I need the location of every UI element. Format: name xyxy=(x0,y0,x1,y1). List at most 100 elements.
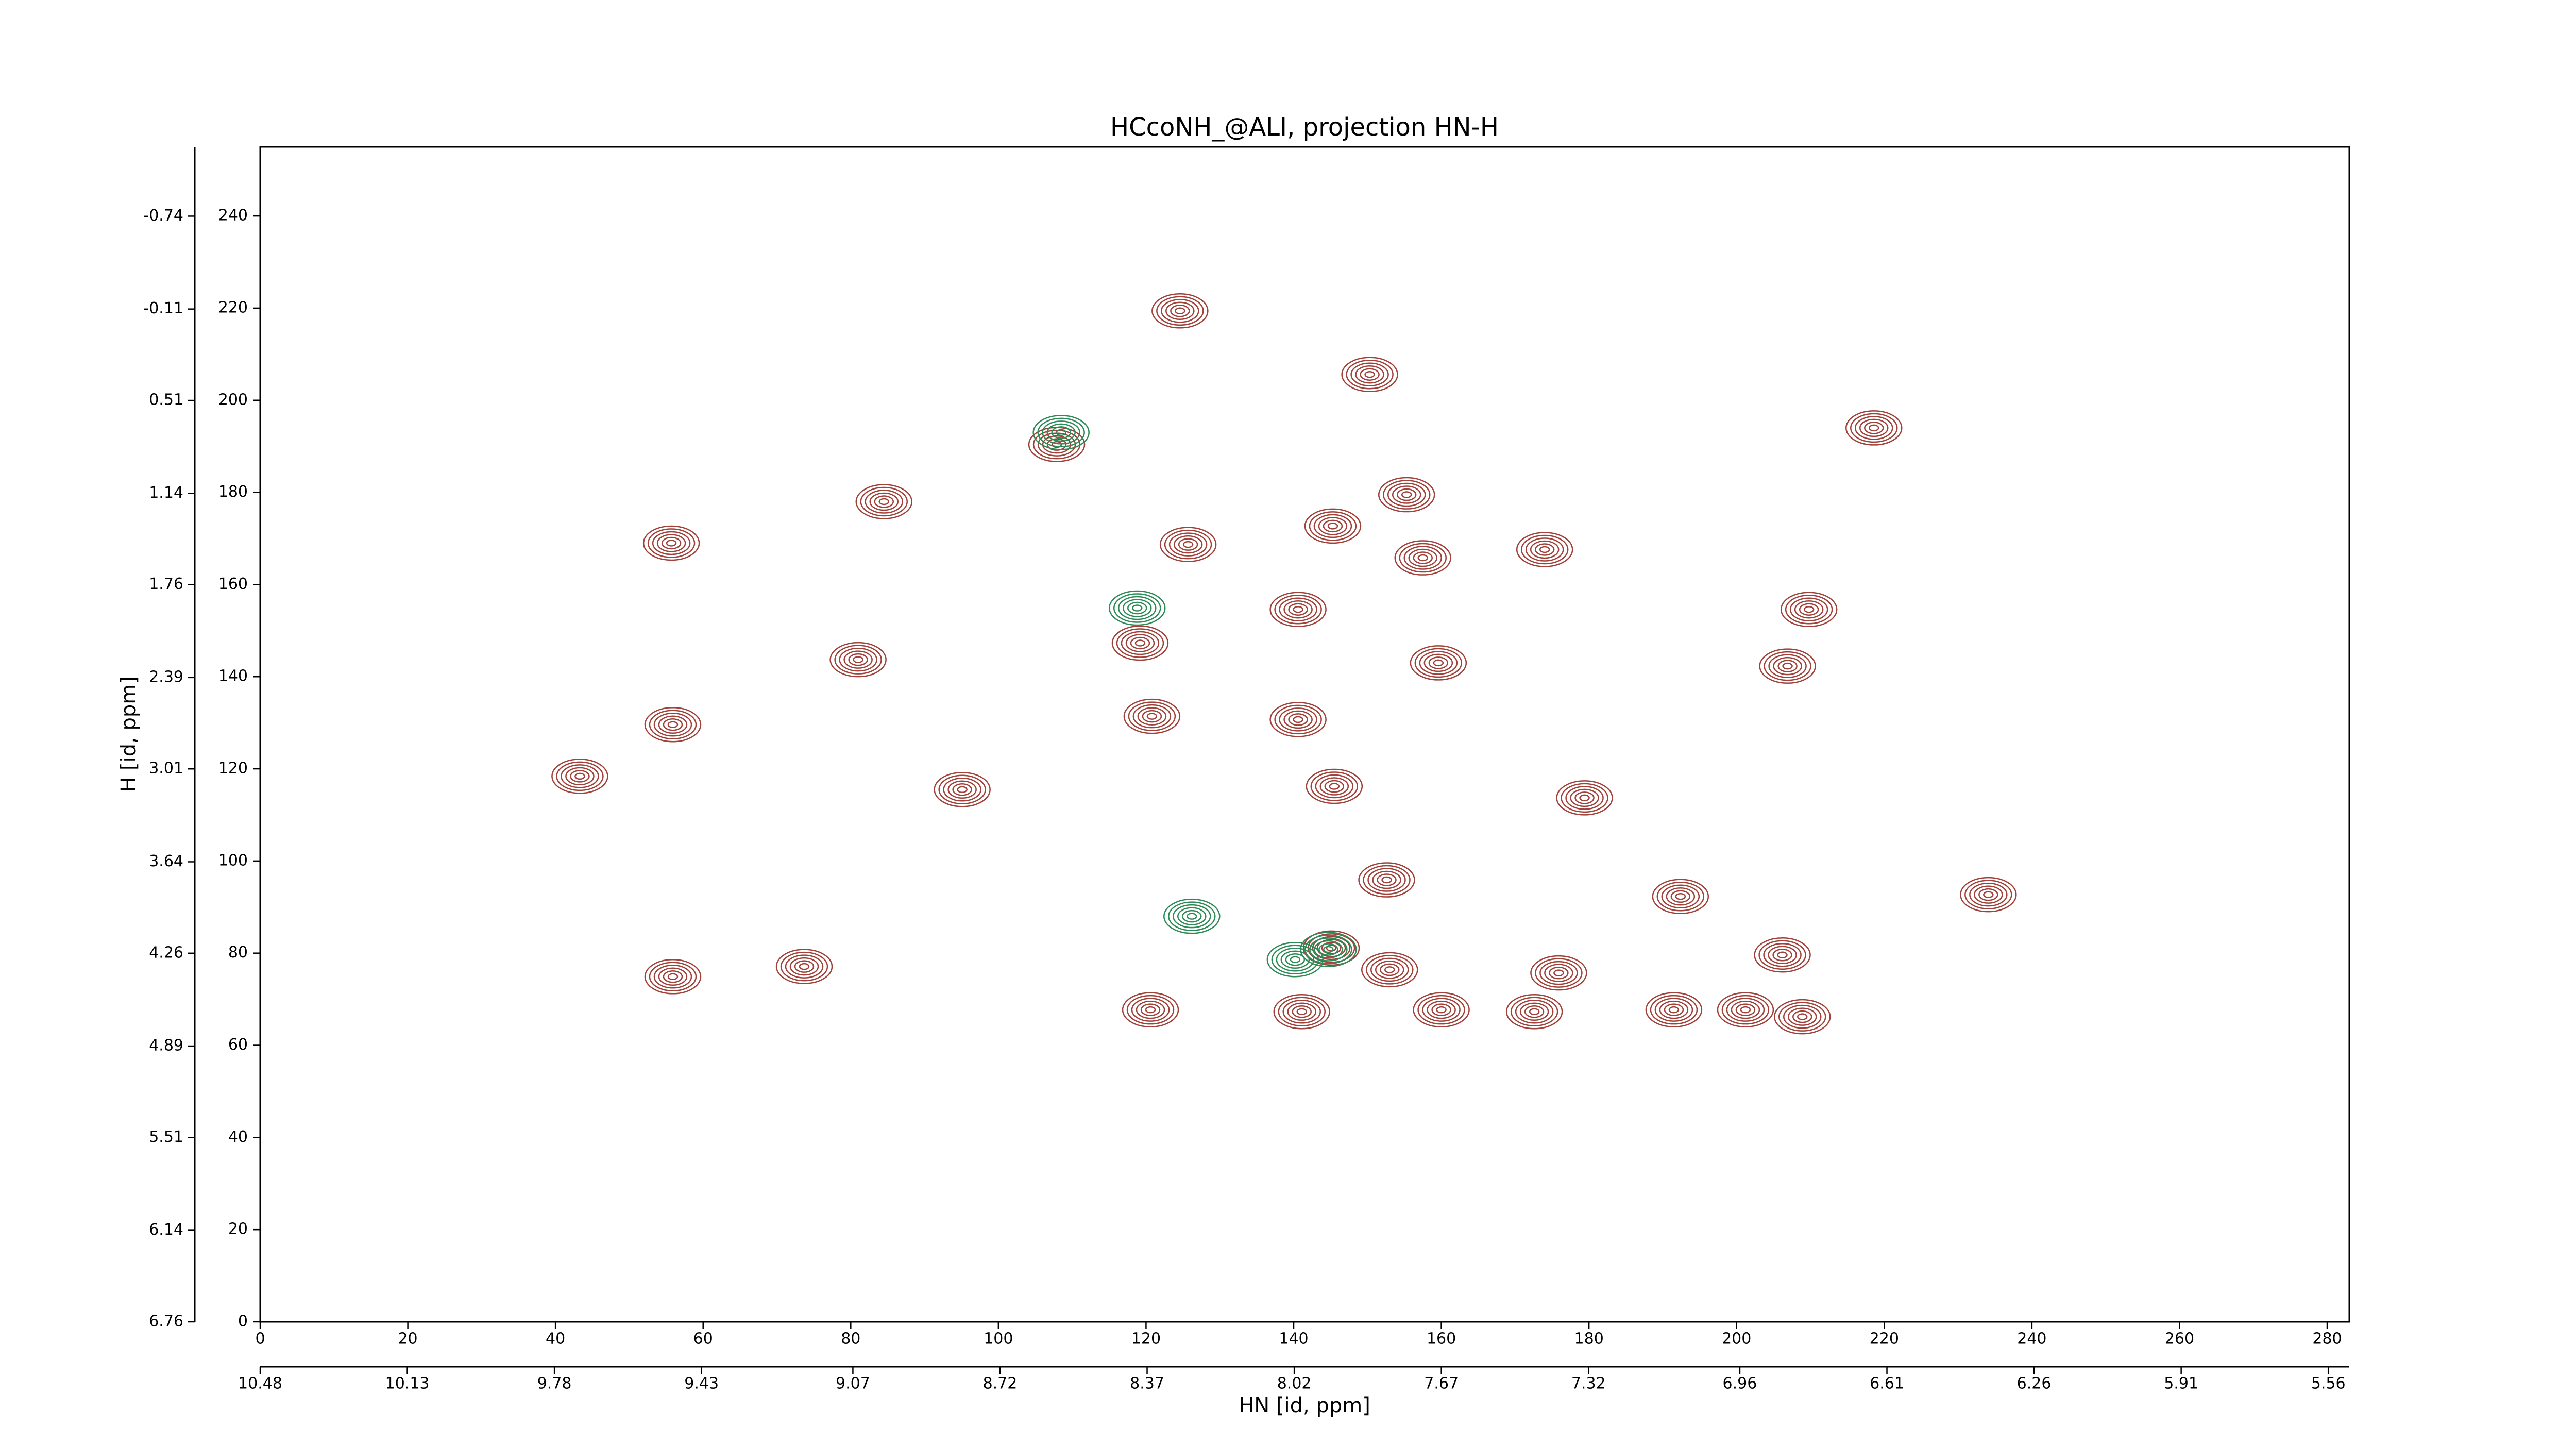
contour-ring xyxy=(1717,992,1774,1027)
contour-ring xyxy=(1165,301,1195,321)
contour-ring xyxy=(1670,890,1691,903)
x-tick-label: 180 xyxy=(1574,1330,1604,1348)
contour-ring xyxy=(860,486,908,517)
contour-ring xyxy=(938,774,986,805)
y2-tick-label: 0.51 xyxy=(149,391,183,409)
contour-ring xyxy=(1278,997,1326,1027)
contour-ring xyxy=(1436,1006,1447,1014)
contour-ring xyxy=(1731,1000,1760,1019)
contour-ring xyxy=(1316,939,1346,957)
contour-ring xyxy=(1292,1005,1312,1018)
x-tick-label: 20 xyxy=(398,1330,417,1348)
contour-ring xyxy=(644,959,702,995)
contour-ring xyxy=(853,656,863,663)
contour-ring xyxy=(1314,940,1343,959)
contour-ring xyxy=(1433,659,1444,667)
contour-ring xyxy=(1178,538,1198,551)
contour-ring xyxy=(1378,477,1435,513)
contour-ring xyxy=(1283,600,1313,619)
contour-ring xyxy=(1130,636,1150,650)
contour-ring xyxy=(1304,508,1362,544)
peak-contour xyxy=(1361,952,1418,988)
contour-ring xyxy=(1051,426,1071,439)
x-tick-label: 80 xyxy=(841,1330,860,1348)
contour-ring xyxy=(1387,482,1426,507)
peak-contour xyxy=(1516,532,1573,567)
contour-ring xyxy=(1428,656,1449,669)
contour-ring xyxy=(642,525,700,561)
contour-ring xyxy=(1350,362,1389,386)
x-tick-label: 160 xyxy=(1427,1330,1456,1348)
peak-contour xyxy=(644,959,702,995)
contour-ring xyxy=(1288,713,1308,726)
peak-contour xyxy=(1505,994,1563,1030)
contour-ring xyxy=(1302,930,1360,966)
contour-ring xyxy=(1759,648,1816,684)
y-tick-label: 0 xyxy=(238,1312,248,1330)
contour-ring xyxy=(1574,791,1595,804)
x-tick-label: 60 xyxy=(693,1330,713,1348)
contour-ring xyxy=(1283,710,1313,729)
contour-ring xyxy=(1544,964,1573,982)
contour-ring xyxy=(1515,1000,1554,1024)
y-tick-label: 100 xyxy=(218,851,248,869)
contour-ring xyxy=(1363,865,1411,895)
contour-ring xyxy=(957,786,968,794)
contour-ring xyxy=(1145,1006,1156,1014)
contour-ring xyxy=(1964,880,2012,909)
contour-ring xyxy=(1282,1000,1321,1024)
contour-ring xyxy=(1159,527,1217,562)
contour-ring xyxy=(1116,628,1164,658)
contour-ring xyxy=(1156,296,1204,326)
y2-tick-label: 4.26 xyxy=(149,943,183,962)
y2-tick-label: 2.39 xyxy=(149,668,183,686)
peak-contour xyxy=(1304,508,1362,544)
contour-ring xyxy=(1266,941,1324,978)
contour-ring xyxy=(1787,1007,1817,1026)
contour-ring xyxy=(658,715,688,734)
contour-ring xyxy=(656,534,686,552)
peak-contour xyxy=(1028,427,1086,462)
contour-ring xyxy=(1293,716,1303,723)
contour-ring xyxy=(1721,995,1770,1025)
contour-ring xyxy=(1519,1002,1549,1021)
contour-ring xyxy=(1803,605,1815,613)
contour-ring xyxy=(1313,514,1352,538)
contour-ring xyxy=(789,957,819,976)
x2-tick-label: 8.37 xyxy=(1130,1375,1164,1393)
contour-ring xyxy=(799,963,810,970)
peak-contour xyxy=(1123,698,1181,734)
y2-tick-label: 1.14 xyxy=(149,484,183,502)
contour-ring xyxy=(1579,794,1590,802)
contour-ring xyxy=(1414,648,1463,678)
contour-ring xyxy=(1392,485,1421,504)
peak-contour xyxy=(934,772,991,807)
contour-ring xyxy=(1773,999,1831,1035)
contour-ring xyxy=(869,492,899,511)
contour-ring xyxy=(1381,876,1392,884)
contour-ring xyxy=(1382,480,1431,510)
contour-ring xyxy=(1799,603,1819,616)
contour-ring xyxy=(1768,946,1797,965)
contour-ring xyxy=(644,706,702,743)
peak-contour xyxy=(1159,527,1217,562)
contour-ring xyxy=(1565,786,1604,810)
peak-contour xyxy=(551,759,608,794)
contour-ring xyxy=(1768,654,1807,678)
contour-ring xyxy=(1539,961,1578,985)
contour-ring xyxy=(1650,995,1698,1025)
contour-ring xyxy=(1111,625,1169,661)
y2-tick-label: 6.14 xyxy=(149,1221,183,1239)
contour-ring xyxy=(1037,417,1085,448)
contour-ring xyxy=(1280,950,1310,969)
contour-ring xyxy=(1273,994,1331,1030)
contour-ring xyxy=(1659,1000,1689,1019)
contour-ring xyxy=(1783,1004,1822,1029)
peak-contour xyxy=(1163,898,1221,934)
peak-contour xyxy=(1394,540,1452,576)
contour-ring xyxy=(1042,435,1072,454)
contour-ring xyxy=(1123,698,1181,734)
x-tick-label: 40 xyxy=(546,1330,565,1348)
peak-contour xyxy=(1556,780,1613,816)
